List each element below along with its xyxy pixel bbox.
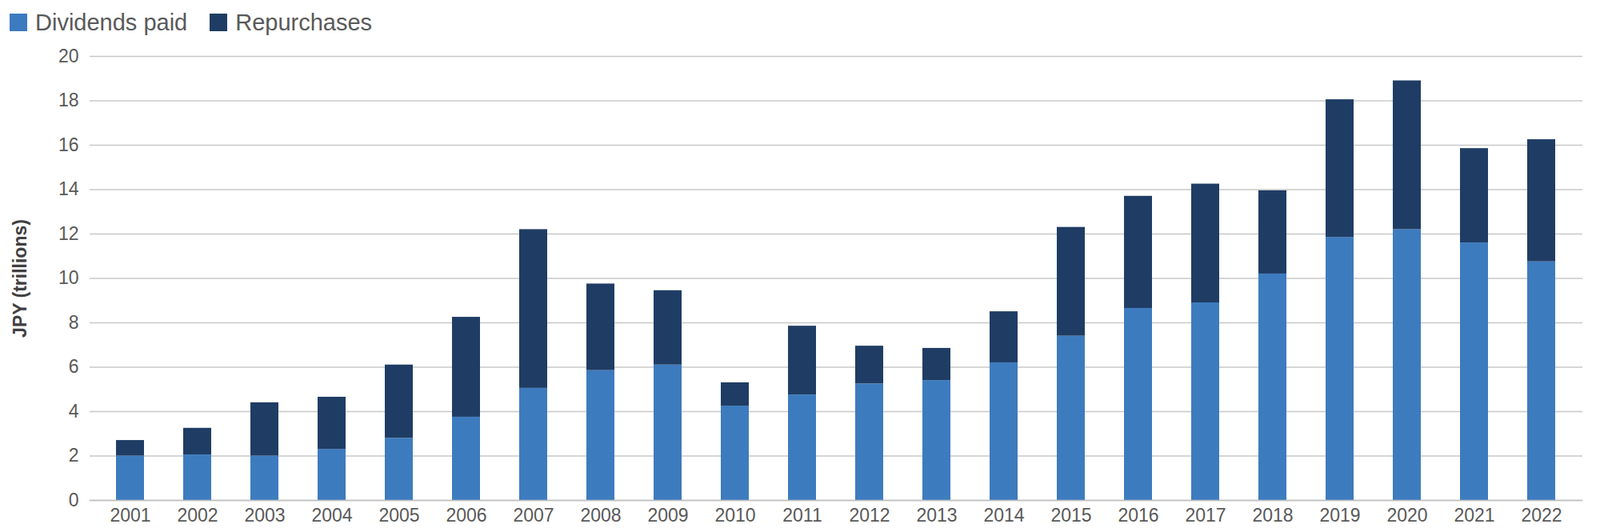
svg-text:2008: 2008 <box>580 504 621 526</box>
html-text:Repurchases: Repurchases <box>235 9 373 35</box>
svg-text:2013: 2013 <box>916 504 957 526</box>
svg-text:14: 14 <box>58 178 80 200</box>
svg-text:2004: 2004 <box>311 504 352 526</box>
svg-text:12: 12 <box>58 223 80 244</box>
svg-text:2021: 2021 <box>1453 504 1495 526</box>
svg-text:0: 0 <box>68 489 80 511</box>
svg-text:2022: 2022 <box>1520 504 1562 526</box>
svg-text:6: 6 <box>68 356 80 377</box>
svg-text:20: 20 <box>58 45 80 67</box>
svg-text:2007: 2007 <box>512 504 554 526</box>
svg-text:2020: 2020 <box>1386 504 1428 526</box>
svg-text:2001: 2001 <box>109 504 151 526</box>
svg-text:16: 16 <box>58 134 80 156</box>
svg-text:2005: 2005 <box>378 504 420 526</box>
svg-text:2015: 2015 <box>1050 504 1092 526</box>
svg-text:4: 4 <box>68 400 80 422</box>
svg-text:2019: 2019 <box>1319 504 1360 526</box>
svg-text:2: 2 <box>68 444 80 466</box>
svg-text:2003: 2003 <box>244 504 285 526</box>
svg-text:2006: 2006 <box>445 504 487 526</box>
svg-text:2017: 2017 <box>1184 504 1226 526</box>
svg-text:2018: 2018 <box>1252 504 1293 526</box>
svg-text:JPY (trillions): JPY (trillions) <box>9 219 31 338</box>
svg-text:2012: 2012 <box>848 504 890 526</box>
svg-text:2016: 2016 <box>1117 504 1159 526</box>
svg-text:2011: 2011 <box>782 504 822 526</box>
svg-text:2014: 2014 <box>983 504 1024 526</box>
svg-text:2009: 2009 <box>647 504 688 526</box>
svg-text:8: 8 <box>68 312 80 333</box>
svg-text:10: 10 <box>58 267 80 288</box>
svg-text:18: 18 <box>58 89 80 111</box>
svg-text:2010: 2010 <box>714 504 756 526</box>
html-text:Dividends paid: Dividends paid <box>35 9 188 35</box>
svg-text:2002: 2002 <box>176 504 218 526</box>
